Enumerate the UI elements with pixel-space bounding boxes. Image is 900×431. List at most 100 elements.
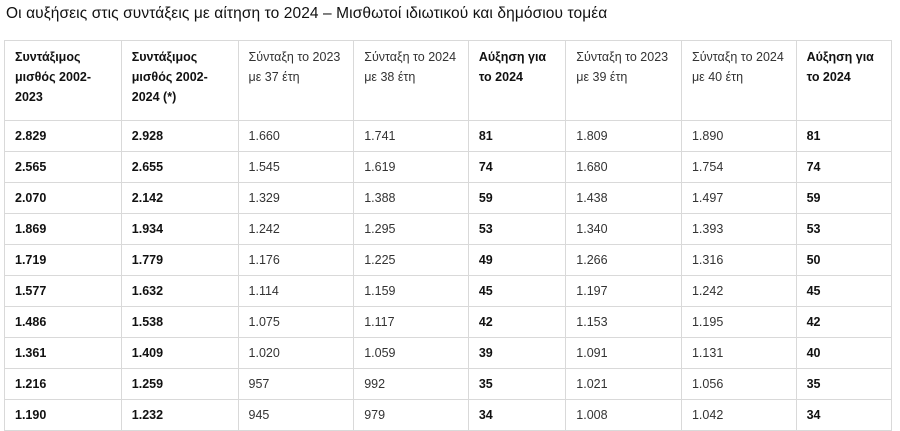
cell-pension-2023-37-years: 1.075	[237, 306, 355, 338]
cell-pension-2023-39-years: 1.809	[565, 120, 682, 152]
cell-pensionable-salary-2002-2024: 1.259	[120, 368, 239, 400]
cell-increase-2024-b: 53	[795, 213, 893, 245]
cell-increase-2024-b: 35	[795, 368, 893, 400]
cell-pension-2023-37-years: 1.114	[237, 275, 355, 307]
cell-pension-2023-37-years: 1.176	[237, 244, 355, 276]
cell-pension-2024-38-years: 1.388	[353, 182, 469, 214]
table-row: 1.719 1.779 1.176 1.225 49 1.266 1.316 50	[4, 244, 893, 276]
cell-pension-2023-37-years: 1.660	[237, 120, 355, 152]
cell-pension-2024-38-years: 1.741	[353, 120, 469, 152]
cell-pension-2024-40-years: 1.056	[680, 368, 797, 400]
cell-pensionable-salary-2002-2024: 1.409	[120, 337, 239, 369]
cell-pension-2024-40-years: 1.195	[680, 306, 797, 338]
table-row: 1.216 1.259 957 992 35 1.021 1.056 35	[4, 368, 893, 400]
header-cell-pension-2023-39-years: Σύνταξη το 2023 με 39 έτη	[565, 40, 682, 121]
cell-pension-2023-39-years: 1.021	[565, 368, 682, 400]
cell-pension-2023-39-years: 1.091	[565, 337, 682, 369]
cell-pension-2023-37-years: 957	[237, 368, 355, 400]
cell-increase-2024-a: 45	[467, 275, 567, 307]
cell-increase-2024-b: 45	[795, 275, 893, 307]
header-cell-increase-2024-a: Αύξηση για το 2024	[467, 40, 567, 121]
cell-pension-2024-40-years: 1.497	[680, 182, 797, 214]
cell-increase-2024-a: 34	[467, 399, 567, 431]
cell-pension-2024-38-years: 1.225	[353, 244, 469, 276]
cell-pensionable-salary-2002-2024: 2.928	[120, 120, 239, 152]
cell-pension-2024-40-years: 1.242	[680, 275, 797, 307]
cell-pension-2023-39-years: 1.008	[565, 399, 682, 431]
cell-pension-2023-39-years: 1.438	[565, 182, 682, 214]
cell-pension-2024-38-years: 1.117	[353, 306, 469, 338]
cell-pension-2024-40-years: 1.042	[680, 399, 797, 431]
table-row: 1.190 1.232 945 979 34 1.008 1.042 34	[4, 399, 893, 431]
cell-pension-2024-38-years: 1.295	[353, 213, 469, 245]
cell-pension-2024-40-years: 1.131	[680, 337, 797, 369]
table-row: 2.829 2.928 1.660 1.741 81 1.809 1.890 81	[4, 120, 893, 152]
cell-pensionable-salary-2002-2024: 1.934	[120, 213, 239, 245]
cell-pensionable-salary-2002-2024: 1.632	[120, 275, 239, 307]
cell-pension-2023-37-years: 945	[237, 399, 355, 431]
cell-pension-2024-40-years: 1.754	[680, 151, 797, 183]
header-cell-pension-2024-38-years: Σύνταξη το 2024 με 38 έτη	[353, 40, 469, 121]
cell-increase-2024-a: 74	[467, 151, 567, 183]
cell-pension-2024-38-years: 1.059	[353, 337, 469, 369]
cell-increase-2024-b: 74	[795, 151, 893, 183]
table-row: 1.361 1.409 1.020 1.059 39 1.091 1.131 40	[4, 337, 893, 369]
cell-pensionable-salary-2002-2024: 1.779	[120, 244, 239, 276]
cell-pension-2023-39-years: 1.340	[565, 213, 682, 245]
cell-pensionable-salary-2002-2023: 1.361	[4, 337, 122, 369]
cell-pension-2024-38-years: 979	[353, 399, 469, 431]
cell-increase-2024-a: 53	[467, 213, 567, 245]
header-cell-pension-2024-40-years: Σύνταξη το 2024 με 40 έτη	[680, 40, 797, 121]
cell-pension-2023-37-years: 1.329	[237, 182, 355, 214]
header-cell-pensionable-salary-2002-2024: Συντάξιμος μισθός 2002-2024 (*)	[120, 40, 239, 121]
header-cell-pension-2023-37-years: Σύνταξη το 2023 με 37 έτη	[237, 40, 355, 121]
cell-pension-2023-37-years: 1.020	[237, 337, 355, 369]
cell-pension-2023-39-years: 1.680	[565, 151, 682, 183]
cell-pensionable-salary-2002-2024: 1.232	[120, 399, 239, 431]
cell-pensionable-salary-2002-2023: 1.869	[4, 213, 122, 245]
cell-increase-2024-a: 59	[467, 182, 567, 214]
table-row: 1.577 1.632 1.114 1.159 45 1.197 1.242 45	[4, 275, 893, 307]
cell-increase-2024-a: 81	[467, 120, 567, 152]
cell-increase-2024-b: 50	[795, 244, 893, 276]
cell-increase-2024-b: 42	[795, 306, 893, 338]
cell-increase-2024-b: 81	[795, 120, 893, 152]
table-row: 1.869 1.934 1.242 1.295 53 1.340 1.393 53	[4, 213, 893, 245]
cell-pension-2024-38-years: 1.619	[353, 151, 469, 183]
table-row: 2.070 2.142 1.329 1.388 59 1.438 1.497 59	[4, 182, 893, 214]
cell-pensionable-salary-2002-2023: 2.829	[4, 120, 122, 152]
page-title: Οι αυξήσεις στις συντάξεις με αίτηση το …	[6, 5, 608, 22]
cell-pensionable-salary-2002-2023: 1.190	[4, 399, 122, 431]
cell-increase-2024-a: 35	[467, 368, 567, 400]
header-cell-pensionable-salary-2002-2023: Συντάξιμος μισθός 2002-2023	[4, 40, 122, 121]
cell-pension-2023-37-years: 1.242	[237, 213, 355, 245]
cell-pensionable-salary-2002-2023: 1.719	[4, 244, 122, 276]
cell-pension-2024-40-years: 1.393	[680, 213, 797, 245]
cell-pensionable-salary-2002-2023: 1.577	[4, 275, 122, 307]
cell-pension-2023-37-years: 1.545	[237, 151, 355, 183]
cell-pensionable-salary-2002-2024: 1.538	[120, 306, 239, 338]
cell-pension-2024-38-years: 1.159	[353, 275, 469, 307]
cell-increase-2024-a: 39	[467, 337, 567, 369]
cell-pensionable-salary-2002-2023: 2.565	[4, 151, 122, 183]
pension-increase-table: Συντάξιμος μισθός 2002-2023 Συντάξιμος μ…	[4, 40, 893, 431]
table-header-row: Συντάξιμος μισθός 2002-2023 Συντάξιμος μ…	[4, 40, 893, 121]
cell-increase-2024-b: 34	[795, 399, 893, 431]
cell-pension-2023-39-years: 1.153	[565, 306, 682, 338]
cell-pensionable-salary-2002-2024: 2.655	[120, 151, 239, 183]
table-row: 2.565 2.655 1.545 1.619 74 1.680 1.754 74	[4, 151, 893, 183]
cell-pensionable-salary-2002-2023: 1.216	[4, 368, 122, 400]
cell-increase-2024-a: 42	[467, 306, 567, 338]
table-row: 1.486 1.538 1.075 1.117 42 1.153 1.195 42	[4, 306, 893, 338]
cell-pensionable-salary-2002-2024: 2.142	[120, 182, 239, 214]
cell-pensionable-salary-2002-2023: 2.070	[4, 182, 122, 214]
cell-pensionable-salary-2002-2023: 1.486	[4, 306, 122, 338]
cell-pension-2024-40-years: 1.316	[680, 244, 797, 276]
cell-increase-2024-b: 59	[795, 182, 893, 214]
cell-increase-2024-a: 49	[467, 244, 567, 276]
cell-pension-2024-40-years: 1.890	[680, 120, 797, 152]
cell-pension-2023-39-years: 1.266	[565, 244, 682, 276]
cell-increase-2024-b: 40	[795, 337, 893, 369]
header-cell-increase-2024-b: Αύξηση για το 2024	[795, 40, 893, 121]
pension-increase-table-container: Συντάξιμος μισθός 2002-2023 Συντάξιμος μ…	[4, 40, 893, 431]
